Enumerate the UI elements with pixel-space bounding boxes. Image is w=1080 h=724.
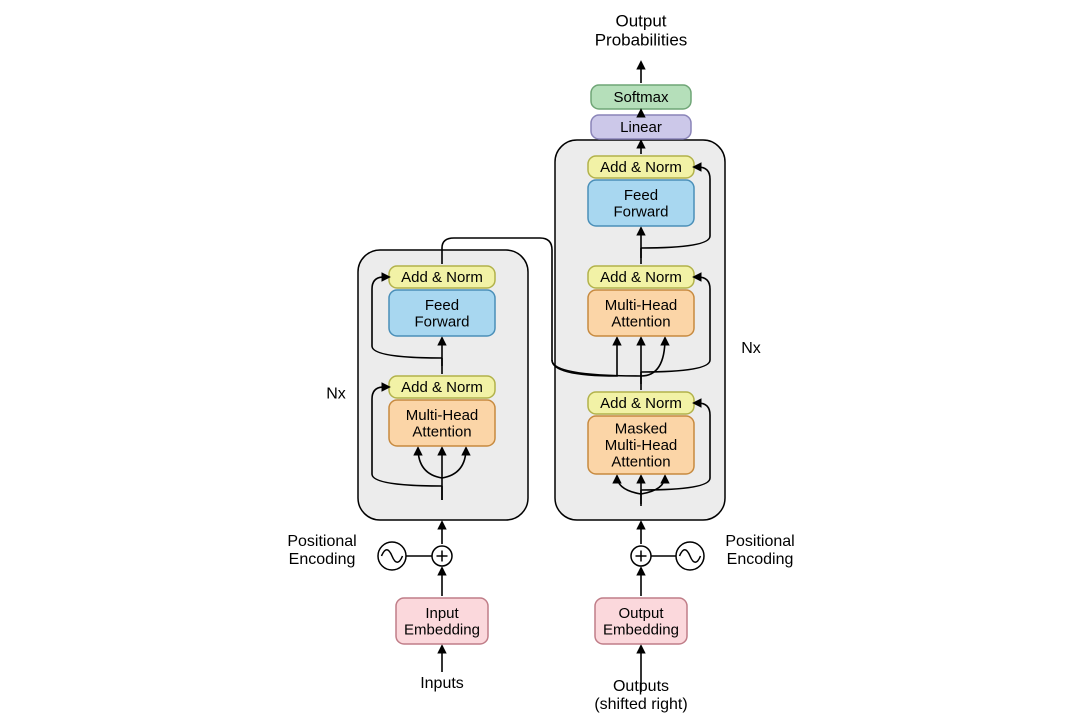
d_crossatt-label: Multi-HeadAttention [605,297,678,331]
e_att-label: Multi-HeadAttention [406,407,479,441]
outputs-label: Outputs(shifted right) [594,678,687,713]
softmax-label: Softmax [613,89,669,106]
d_maskatt-label: MaskedMulti-HeadAttention [605,421,678,471]
d_addnorm3-label: Add & Norm [600,159,682,176]
d_addnorm2-label: Add & Norm [600,269,682,286]
e_addnorm1-label: Add & Norm [401,379,483,396]
output-probabilities-label: OutputProbabilities [595,12,688,50]
decoder-positional-encoding-label: PositionalEncoding [725,533,794,568]
d_addnorm1-label: Add & Norm [600,395,682,412]
encoder-nx-label: Nx [326,386,346,403]
linear-label: Linear [620,119,662,136]
inputs-label: Inputs [420,675,464,692]
e_addnorm2-label: Add & Norm [401,269,483,286]
encoder-positional-encoding-label: PositionalEncoding [287,533,356,568]
decoder-nx-label: Nx [741,340,761,357]
